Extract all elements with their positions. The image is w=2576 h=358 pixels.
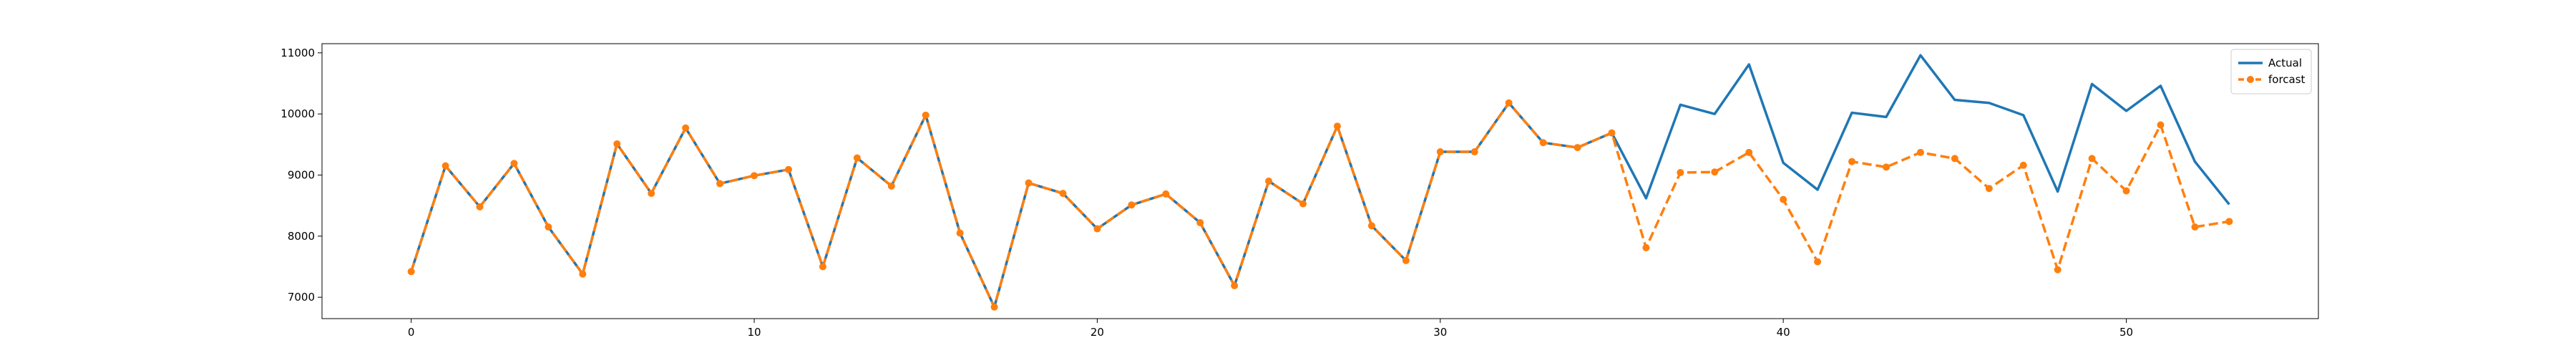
data-point-forcast xyxy=(1711,168,1719,176)
data-point-forcast xyxy=(1951,155,1958,163)
data-point-forcast xyxy=(613,140,621,147)
data-point-forcast xyxy=(1402,256,1410,264)
data-point-forcast xyxy=(1574,144,1581,152)
data-point-forcast xyxy=(476,203,484,211)
data-point-forcast xyxy=(751,172,758,180)
data-point-forcast xyxy=(1985,185,1993,193)
data-point-forcast xyxy=(1780,195,1787,203)
data-point-forcast xyxy=(990,303,998,311)
axes-frame xyxy=(321,43,2319,319)
x-axis: 0 10 20 30 40 50 xyxy=(408,319,2133,339)
y-tick-label: 8000 xyxy=(288,230,315,243)
x-tick-label: 30 xyxy=(1433,326,1447,339)
legend-marker-forcast xyxy=(2247,76,2254,83)
data-point-forcast xyxy=(956,229,964,237)
x-tick-label: 10 xyxy=(747,326,761,339)
data-point-forcast xyxy=(1539,139,1547,147)
data-point-forcast xyxy=(1916,148,1924,156)
data-point-forcast xyxy=(407,268,415,276)
data-point-forcast xyxy=(1367,222,1375,230)
data-point-forcast xyxy=(2225,218,2233,226)
data-point-forcast xyxy=(1436,148,1444,156)
data-point-forcast xyxy=(1162,190,1170,198)
data-point-forcast xyxy=(784,165,792,173)
data-point-forcast xyxy=(1333,122,1341,130)
y-tick-label: 11000 xyxy=(280,47,315,59)
data-point-forcast xyxy=(2054,266,2062,274)
data-point-forcast xyxy=(819,263,826,271)
data-point-forcast xyxy=(1642,244,1650,252)
data-point-forcast xyxy=(1745,148,1753,156)
legend: Actual forcast xyxy=(2230,49,2312,95)
data-point-forcast xyxy=(2191,223,2199,231)
data-point-forcast xyxy=(648,190,655,198)
data-point-forcast xyxy=(1882,163,1890,171)
data-point-forcast xyxy=(1814,258,1822,266)
x-tick-label: 40 xyxy=(1777,326,1790,339)
data-point-forcast xyxy=(682,124,690,132)
data-point-forcast xyxy=(545,223,552,231)
data-point-forcast xyxy=(1265,178,1273,185)
data-point-forcast xyxy=(922,111,930,119)
data-point-forcast xyxy=(2088,155,2096,163)
data-point-forcast xyxy=(716,180,724,188)
data-point-forcast xyxy=(853,154,861,162)
legend-label-actual: Actual xyxy=(2268,57,2302,69)
data-point-forcast xyxy=(441,162,449,170)
data-point-forcast xyxy=(510,160,518,168)
legend-label-forcast: forcast xyxy=(2268,73,2306,86)
data-point-forcast xyxy=(1608,129,1616,137)
data-point-forcast xyxy=(887,182,895,190)
data-point-forcast xyxy=(1505,99,1513,107)
data-point-forcast xyxy=(1231,281,1239,289)
data-point-forcast xyxy=(579,270,587,278)
y-tick-label: 9000 xyxy=(288,168,315,181)
series-line-forcast xyxy=(409,102,2230,309)
data-point-forcast xyxy=(1299,200,1307,208)
x-tick-label: 50 xyxy=(2119,326,2133,339)
data-point-forcast xyxy=(1093,225,1101,233)
y-tick-label: 7000 xyxy=(288,291,315,304)
y-axis: 7000 8000 9000 10000 11000 xyxy=(280,47,322,304)
data-point-forcast xyxy=(1848,158,1856,165)
data-point-forcast xyxy=(2157,121,2165,129)
data-point-forcast xyxy=(2019,161,2027,169)
data-point-forcast xyxy=(1196,219,1204,227)
data-point-forcast xyxy=(1677,169,1684,177)
x-tick-label: 20 xyxy=(1091,326,1104,339)
x-tick-label: 0 xyxy=(408,326,415,339)
data-point-forcast xyxy=(1470,148,1478,156)
y-tick-label: 10000 xyxy=(280,107,315,120)
data-point-forcast xyxy=(1128,201,1136,209)
data-point-forcast xyxy=(2122,187,2130,195)
plot-area xyxy=(407,54,2233,311)
data-point-forcast xyxy=(1025,179,1033,187)
data-point-forcast xyxy=(1059,190,1067,198)
